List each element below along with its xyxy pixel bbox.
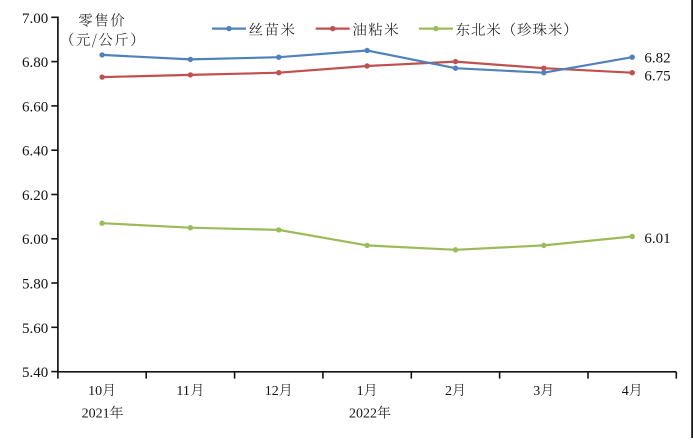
svg-text:5.60: 5.60 (22, 321, 48, 337)
svg-text:4: 4 (622, 384, 629, 399)
svg-text:6.82: 6.82 (644, 51, 670, 67)
svg-text:5.40: 5.40 (22, 365, 48, 381)
svg-text:6.60: 6.60 (22, 99, 48, 115)
svg-text:2021: 2021 (82, 407, 110, 422)
svg-text:2022: 2022 (349, 407, 377, 422)
svg-text:12: 12 (265, 384, 279, 399)
svg-text:6.20: 6.20 (22, 188, 48, 204)
svg-text:7.00: 7.00 (22, 11, 48, 27)
svg-text:5.80: 5.80 (22, 277, 48, 293)
svg-text:11: 11 (176, 384, 189, 399)
svg-text:3: 3 (533, 384, 540, 399)
svg-text:2: 2 (445, 384, 452, 399)
svg-text:1: 1 (357, 384, 364, 399)
svg-text:10: 10 (88, 384, 102, 399)
svg-text:6.40: 6.40 (22, 144, 48, 160)
svg-text:6.01: 6.01 (644, 231, 670, 247)
svg-text:6.80: 6.80 (22, 55, 48, 71)
svg-text:6.00: 6.00 (22, 232, 48, 248)
svg-text:6.75: 6.75 (644, 68, 670, 84)
